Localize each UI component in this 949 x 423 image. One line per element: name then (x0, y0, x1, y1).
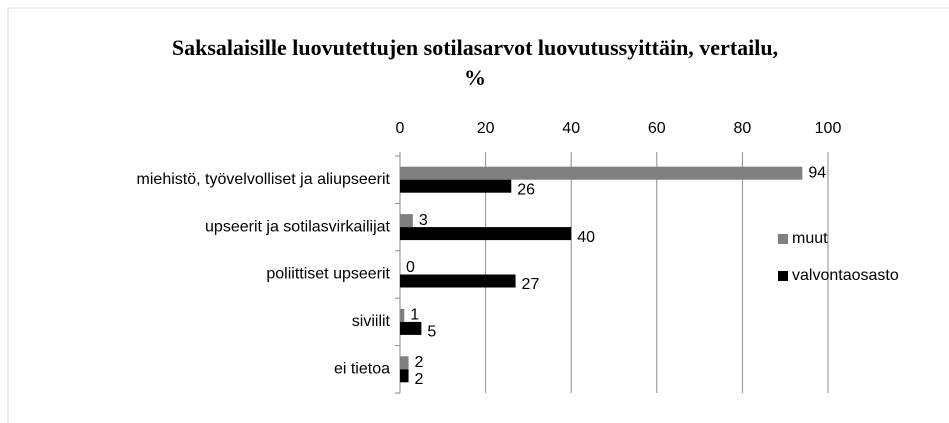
legend-swatch (778, 271, 788, 281)
y-tick-label: ei tietoa (334, 361, 390, 378)
x-tick-label: 0 (396, 120, 405, 137)
data-label: 0 (406, 259, 415, 276)
legend-label: valvontaosasto (792, 267, 899, 284)
bar (400, 369, 409, 383)
bar (400, 214, 413, 228)
data-label: 5 (427, 324, 436, 341)
data-label: 2 (415, 354, 424, 371)
x-tick-label: 60 (648, 120, 666, 137)
y-tick-label: poliittiset upseerit (266, 266, 390, 283)
data-label: 40 (577, 229, 595, 246)
data-label: 1 (410, 307, 419, 324)
data-label: 3 (419, 212, 428, 229)
bar (400, 274, 516, 288)
chart-title: % (464, 65, 486, 90)
chart-frame (7, 7, 949, 423)
data-label: 26 (517, 181, 535, 198)
legend-swatch (778, 234, 788, 244)
y-tick-label: miehistö, työvelvolliset ja aliupseerit (137, 171, 391, 188)
bar (400, 179, 512, 193)
y-tick-label: upseerit ja sotilasvirkailijat (205, 218, 391, 235)
y-tick-label: siviilit (352, 313, 391, 330)
data-label: 94 (808, 164, 826, 181)
bar (400, 321, 422, 335)
bar (400, 308, 405, 322)
bar (400, 227, 572, 241)
x-tick-label: 80 (734, 120, 752, 137)
legend-label: muut (792, 230, 828, 247)
data-label: 2 (415, 371, 424, 388)
bar (400, 166, 803, 180)
data-label: 27 (522, 276, 540, 293)
x-tick-label: 20 (477, 120, 495, 137)
x-tick-label: 40 (562, 120, 580, 137)
chart-title: Saksalaisille luovutettujen sotilasarvot… (172, 35, 778, 60)
bar (400, 356, 409, 370)
x-tick-label: 100 (815, 120, 842, 137)
